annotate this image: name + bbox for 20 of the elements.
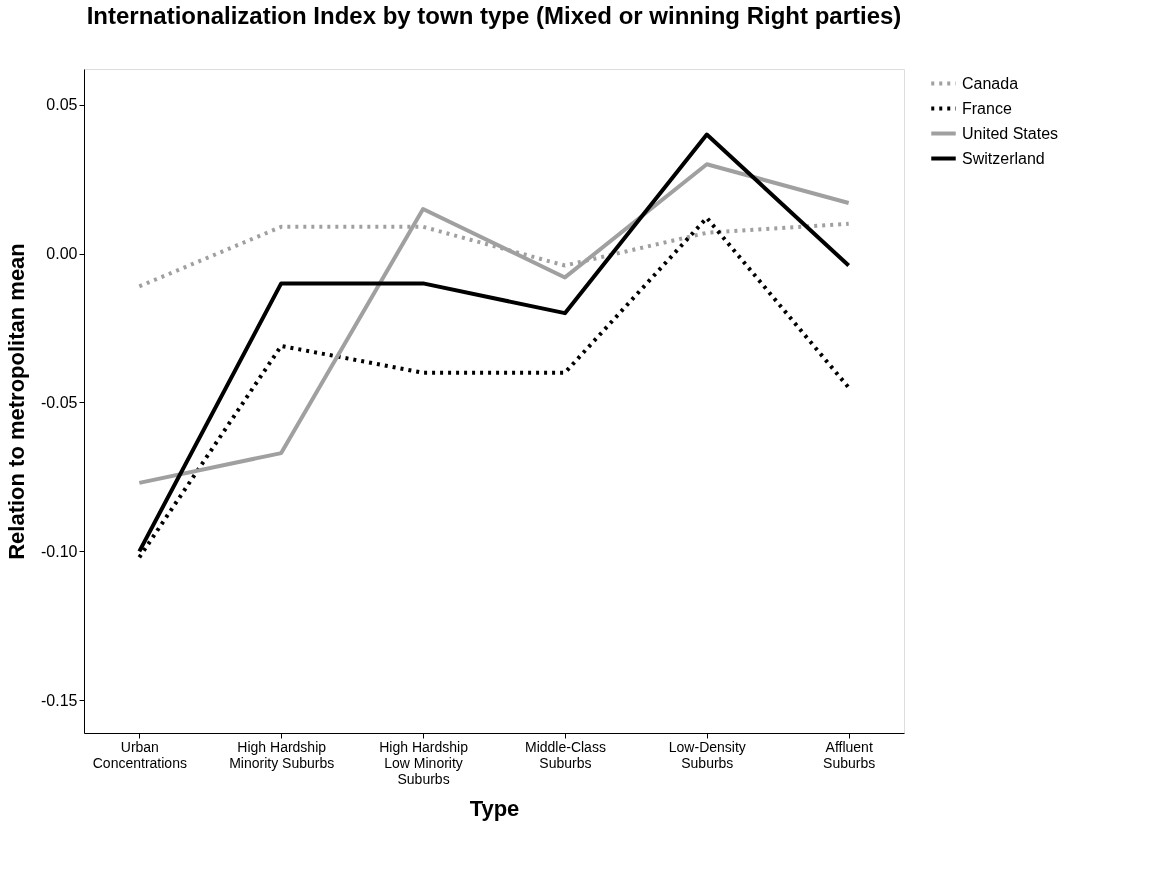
- y-axis-title: Relation to metropolitan mean: [4, 243, 30, 560]
- x-tick-label: Affluent Suburbs: [823, 738, 876, 771]
- legend-label: United States: [962, 124, 1059, 142]
- line-series: [137, 162, 851, 485]
- legend-label: Canada: [962, 74, 1019, 92]
- y-tick-label: -0.05: [41, 393, 78, 411]
- y-tick-label: 0.05: [46, 96, 78, 114]
- x-tick-label: Low-Density Suburbs: [668, 738, 746, 771]
- x-axis-title: Type: [469, 795, 520, 821]
- x-tick-label: Middle-Class Suburbs: [524, 738, 606, 771]
- y-tick-label: -0.15: [41, 691, 78, 709]
- chart-title: Internationalization Index by town type (Mixed or winning Right parties): [86, 2, 902, 29]
- legend-label: France: [962, 99, 1012, 117]
- x-tick-label: Urban Concentrations: [92, 738, 187, 771]
- y-tick-label: -0.10: [41, 542, 78, 560]
- x-tick-label: High Hardship Minority Suburbs: [229, 738, 335, 771]
- x-tick-label: High Hardship Low Minority Suburbs: [379, 738, 469, 787]
- line-series: [137, 132, 851, 554]
- y-tick-label: 0.00: [46, 245, 78, 263]
- legend-label: Switzerland: [962, 149, 1045, 167]
